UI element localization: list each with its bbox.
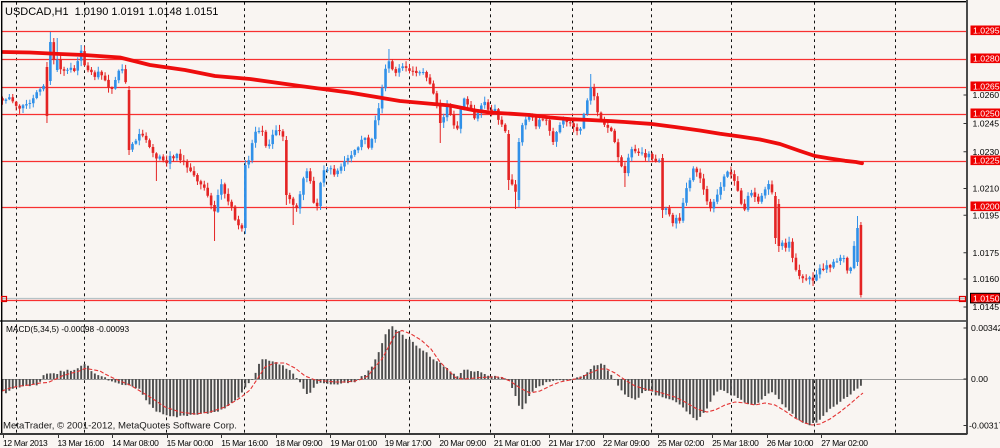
svg-text:15 Mar 00:00: 15 Mar 00:00 (167, 438, 214, 448)
svg-text:13 Mar 16:00: 13 Mar 16:00 (58, 438, 105, 448)
svg-text:25 Mar 02:00: 25 Mar 02:00 (658, 438, 705, 448)
svg-text:1.0225: 1.0225 (973, 156, 1000, 166)
svg-text:26 Mar 10:00: 26 Mar 10:00 (767, 438, 814, 448)
svg-text:1.0295: 1.0295 (973, 26, 1000, 36)
svg-text:1.0245: 1.0245 (973, 119, 1000, 129)
svg-text:1.0160: 1.0160 (973, 274, 1000, 284)
svg-text:12 Mar 2013: 12 Mar 2013 (3, 438, 48, 448)
svg-text:1.0175: 1.0175 (973, 248, 1000, 258)
svg-text:19 Mar 17:00: 19 Mar 17:00 (385, 438, 432, 448)
svg-text:0.00342: 0.00342 (971, 323, 1000, 333)
svg-text:-0.00317: -0.00317 (969, 421, 1000, 431)
svg-text:1.0200: 1.0200 (973, 202, 1000, 212)
svg-text:MACD(5,34,5) -0.00098 -0.00093: MACD(5,34,5) -0.00098 -0.00093 (6, 324, 130, 334)
svg-text:1.0230: 1.0230 (973, 147, 1000, 157)
svg-text:15 Mar 16:00: 15 Mar 16:00 (221, 438, 268, 448)
svg-text:20 Mar 09:00: 20 Mar 09:00 (439, 438, 486, 448)
svg-text:1.0195: 1.0195 (973, 211, 1000, 221)
svg-text:14 Mar 08:00: 14 Mar 08:00 (112, 438, 159, 448)
svg-text:1.0145: 1.0145 (973, 302, 1000, 312)
svg-text:25 Mar 18:00: 25 Mar 18:00 (712, 438, 759, 448)
svg-text:1.0150: 1.0150 (973, 293, 1000, 303)
svg-text:0.00: 0.00 (971, 374, 988, 384)
svg-text:1.0250: 1.0250 (973, 109, 1000, 119)
svg-text:19 Mar 01:00: 19 Mar 01:00 (330, 438, 377, 448)
svg-text:1.0265: 1.0265 (973, 82, 1000, 92)
svg-text:27 Mar 02:00: 27 Mar 02:00 (821, 438, 868, 448)
svg-text:USDCAD,H1 1.0190 1.0191 1.014: USDCAD,H1 1.0190 1.0191 1.0148 1.0151 (5, 6, 218, 18)
svg-text:21 Mar 01:00: 21 Mar 01:00 (494, 438, 541, 448)
svg-text:22 Mar 09:00: 22 Mar 09:00 (603, 438, 650, 448)
svg-text:18 Mar 09:00: 18 Mar 09:00 (276, 438, 323, 448)
svg-text:1.0210: 1.0210 (973, 184, 1000, 194)
svg-text:1.0260: 1.0260 (973, 90, 1000, 100)
svg-text:MetaTrader, © 2001-2012, MetaQ: MetaTrader, © 2001-2012, MetaQuotes Soft… (3, 421, 237, 432)
svg-text:21 Mar 17:00: 21 Mar 17:00 (549, 438, 596, 448)
svg-text:1.0280: 1.0280 (973, 54, 1000, 64)
